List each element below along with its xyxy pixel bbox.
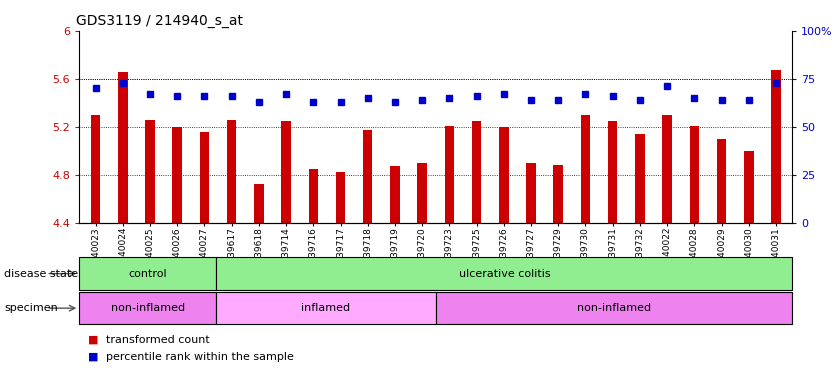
Bar	[145, 119, 155, 223]
Bar	[636, 134, 645, 223]
Text: percentile rank within the sample: percentile rank within the sample	[106, 352, 294, 362]
Text: non-inflamed: non-inflamed	[111, 303, 185, 313]
Text: control: control	[128, 268, 167, 279]
Bar	[216, 257, 792, 290]
Bar	[227, 119, 236, 223]
Bar	[118, 71, 128, 223]
Text: disease state: disease state	[4, 268, 78, 279]
Bar	[390, 166, 399, 223]
Bar	[445, 126, 455, 223]
Bar	[499, 127, 509, 223]
Text: ■: ■	[88, 335, 98, 345]
Bar	[771, 70, 781, 223]
Bar	[417, 163, 427, 223]
Bar	[309, 169, 318, 223]
Bar	[216, 292, 435, 324]
Text: transformed count: transformed count	[106, 335, 209, 345]
Bar	[608, 121, 617, 223]
Bar	[79, 257, 216, 290]
Bar	[336, 172, 345, 223]
Bar	[173, 127, 182, 223]
Bar	[554, 165, 563, 223]
Bar	[690, 126, 699, 223]
Text: inflamed: inflamed	[302, 303, 350, 313]
Bar	[435, 292, 792, 324]
Bar	[281, 121, 291, 223]
Bar	[79, 292, 216, 324]
Bar	[199, 132, 209, 223]
Bar	[580, 115, 590, 223]
Bar	[363, 130, 373, 223]
Bar	[472, 121, 481, 223]
Bar	[254, 184, 264, 223]
Bar	[716, 139, 726, 223]
Bar	[744, 151, 753, 223]
Bar	[662, 115, 672, 223]
Text: specimen: specimen	[4, 303, 58, 313]
Text: ■: ■	[88, 352, 98, 362]
Bar	[91, 115, 100, 223]
Text: GDS3119 / 214940_s_at: GDS3119 / 214940_s_at	[76, 14, 243, 28]
Bar	[526, 163, 535, 223]
Text: non-inflamed: non-inflamed	[577, 303, 651, 313]
Text: ulcerative colitis: ulcerative colitis	[459, 268, 550, 279]
